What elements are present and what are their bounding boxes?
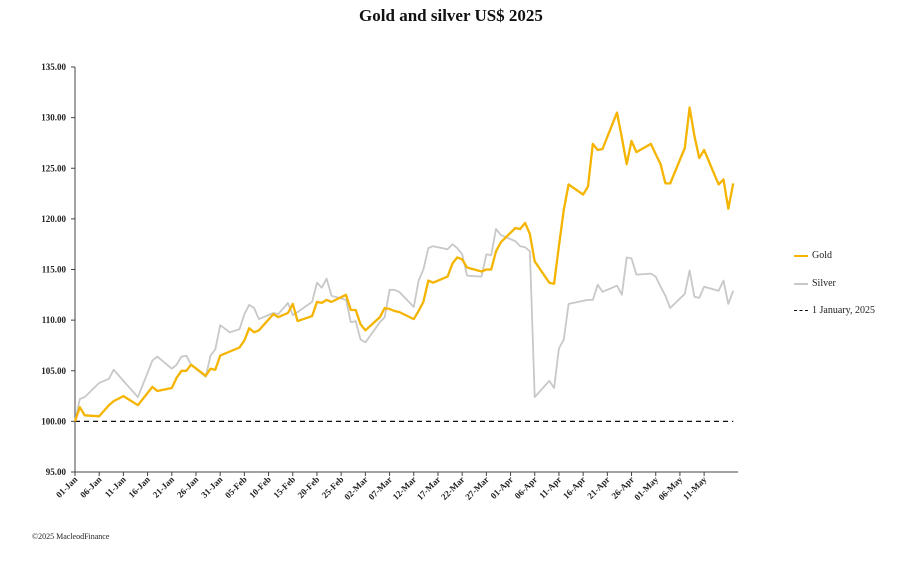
legend-swatch-baseline xyxy=(794,310,808,311)
legend-label-gold: Gold xyxy=(812,250,832,261)
y-tick-label: 110.00 xyxy=(42,315,67,325)
x-tick-label: 22-Mar xyxy=(439,474,467,502)
x-tick-label: 02-Mar xyxy=(342,474,370,502)
x-tick-label: 01-Jan xyxy=(54,474,79,499)
x-tick-label: 26-Jan xyxy=(175,474,200,499)
x-tick-label: 01-Apr xyxy=(488,474,515,501)
x-tick-label: 21-Apr xyxy=(585,474,612,501)
y-tick-label: 115.00 xyxy=(42,265,67,275)
y-tick-label: 125.00 xyxy=(41,163,66,173)
x-tick-label: 05-Feb xyxy=(223,474,249,500)
x-tick-label: 31-Jan xyxy=(199,474,224,499)
x-tick-label: 17-Mar xyxy=(415,474,443,502)
x-tick-label: 01-May xyxy=(632,474,660,502)
y-tick-label: 120.00 xyxy=(41,214,66,224)
y-tick-label: 100.00 xyxy=(41,416,66,426)
x-tick-label: 25-Feb xyxy=(320,474,346,500)
x-tick-label: 20-Feb xyxy=(296,474,322,500)
x-tick-label: 06-Apr xyxy=(513,474,540,501)
x-tick-label: 15-Feb xyxy=(271,474,297,500)
copyright-credit: ©2025 MacleodFinance xyxy=(32,532,110,541)
x-tick-label: 06-Jan xyxy=(78,474,103,499)
x-tick-label: 11-May xyxy=(681,474,709,502)
x-tick-label: 06-May xyxy=(656,474,684,502)
x-tick-label: 16-Apr xyxy=(561,474,588,501)
legend-item-baseline: 1 January, 2025 xyxy=(794,305,875,316)
x-tick-label: 26-Apr xyxy=(609,474,636,501)
x-tick-label: 21-Jan xyxy=(151,474,176,499)
legend-swatch-silver xyxy=(794,282,808,285)
x-tick-label: 12-Mar xyxy=(391,474,419,502)
x-tick-label: 27-Mar xyxy=(463,474,491,502)
legend-swatch-gold xyxy=(794,254,808,257)
y-tick-label: 105.00 xyxy=(41,366,66,376)
y-tick-label: 135.00 xyxy=(41,62,66,72)
x-tick-label: 11-Jan xyxy=(103,474,128,499)
legend-label-baseline: 1 January, 2025 xyxy=(812,305,875,316)
x-tick-label: 10-Feb xyxy=(247,474,273,500)
x-tick-label: 11-Apr xyxy=(537,474,563,500)
legend-label-silver: Silver xyxy=(812,278,836,289)
series-line-silver xyxy=(74,228,735,422)
y-tick-label: 95.00 xyxy=(46,467,67,477)
x-tick-label: 16-Jan xyxy=(127,474,152,499)
legend-item-gold: Gold xyxy=(794,250,832,261)
chart-title: Gold and silver US$ 2025 xyxy=(359,6,543,25)
legend-item-silver: Silver xyxy=(794,278,836,289)
series-line-gold xyxy=(73,106,735,422)
x-tick-label: 07-Mar xyxy=(366,474,394,502)
y-tick-label: 130.00 xyxy=(41,113,66,123)
